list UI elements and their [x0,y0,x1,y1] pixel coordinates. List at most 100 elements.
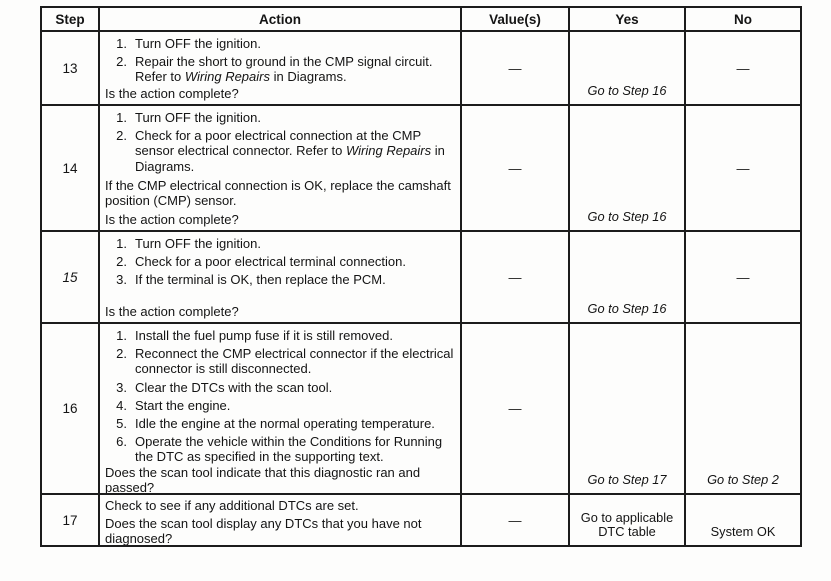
table-row-step-14: 14 1. Turn OFF the ignition. 2. Check for … [42,106,800,232]
action-item-number: 5. [116,416,127,432]
no-cell: System OK [686,495,800,545]
action-cell: 1. Turn OFF the ignition. 2. Check for a p… [100,232,462,322]
no-goto-text: Go to Step 2 [707,472,779,488]
step-cell: 16 [42,324,100,493]
no-cell: — [686,106,800,230]
action-item-text: Check for a poor electrical connection a… [135,128,445,174]
action-item-number: 1. [116,110,127,125]
action-item-text: Clear the DTCs with the scan tool. [135,379,333,395]
no-dash: — [736,269,750,285]
no-cell: — [686,32,800,104]
value-cell: — [462,495,570,545]
action-item-number: 1. [116,236,127,251]
action-list-item: 2. Check for a poor electrical connection… [105,128,455,174]
action-item-number: 1. [116,36,127,51]
col-header-step: Step [42,8,100,30]
diagnostic-table: Step Action Value(s) Yes No 13 1. Turn OF… [40,6,802,547]
action-item-text: Check for a poor electrical terminal con… [135,254,406,270]
wiring-repairs-ref: Wiring Repairs [184,69,270,85]
action-list-item: 4. Start the engine. [105,398,455,413]
no-result-text: System OK [710,524,776,540]
no-dash: — [736,60,750,76]
col-header-yes: Yes [570,8,686,30]
step-cell: 17 [42,495,100,545]
step-number: 17 [62,512,78,528]
action-cell: 1. Turn OFF the ignition. 2. Repair the sh… [100,32,462,104]
value-dash: — [508,512,522,528]
col-header-action: Action [100,8,462,30]
table-row-step-17: 17 Check to see if any additional DTCs a… [42,495,800,545]
wiring-repairs-ref: Wiring Repairs [346,143,432,159]
no-cell: Go to Step 2 [686,324,800,493]
step-cell: 15 [42,232,100,322]
action-list-item: 5. Idle the engine at the normal operatin… [105,416,455,431]
value-dash: — [508,401,522,416]
col-header-step-label: Step [55,11,85,27]
yes-cell: Go to Step 16 [570,232,686,322]
action-item-text: Install the fuel pump fuse if it is stil… [135,328,393,343]
action-list-item: 1. Turn OFF the ignition. [105,110,455,125]
action-list-item: 1. Install the fuel pump fuse if it is st… [105,328,455,343]
action-cell: Check to see if any additional DTCs are … [100,495,462,545]
action-item-text: Turn OFF the ignition. [135,236,261,251]
yes-cell: Go to Step 17 [570,324,686,493]
yes-goto-text: Go to Step 17 [587,472,667,488]
yes-result-text: Go to applicable DTC table [580,509,674,540]
action-item-number: 1. [116,328,127,343]
value-dash: — [508,160,522,176]
action-list-item: 2. Reconnect the CMP electrical connector… [105,346,455,376]
action-item-text: Turn OFF the ignition. [135,36,261,51]
action-item-number: 3. [116,272,127,288]
action-item-text: Repair the short to ground in the CMP si… [135,54,433,85]
table-row-step-13: 13 1. Turn OFF the ignition. 2. Repair the… [42,32,800,106]
yes-goto-text: Go to Step 16 [587,83,667,99]
yes-cell: Go to Step 16 [570,106,686,230]
action-cell: 1. Install the fuel pump fuse if it is st… [100,324,462,493]
col-header-values-label: Value(s) [489,11,541,27]
action-note: If the CMP electrical connection is OK, … [105,177,451,209]
action-list-item: 1. Turn OFF the ignition. [105,36,455,51]
yes-cell: Go to applicable DTC table [570,495,686,545]
action-item-number: 4. [116,397,127,413]
table-header-row: Step Action Value(s) Yes No [42,8,800,32]
col-header-action-label: Action [259,11,301,27]
action-question: Does the scan tool indicate that this di… [105,464,421,493]
action-cell: 1. Turn OFF the ignition. 2. Check for a p… [100,106,462,230]
action-item-number: 3. [116,379,127,395]
col-header-values: Value(s) [462,8,570,30]
no-dash: — [736,160,750,176]
yes-goto-text: Go to Step 16 [587,209,667,225]
action-item-number: 2. [116,346,127,362]
action-item-text: Start the engine. [135,397,231,413]
action-note: Check to see if any additional DTCs are … [105,498,359,513]
action-item-number: 2. [116,128,127,144]
action-list-item: 6. Operate the vehicle within the Conditi… [105,434,455,464]
action-question: Is the action complete? [105,211,239,227]
value-cell: — [462,232,570,322]
action-list-item: 3. Clear the DTCs with the scan tool. [105,380,455,395]
yes-goto-text: Go to Step 16 [587,301,667,317]
step-number: 16 [62,401,78,416]
col-header-no-label: No [734,11,752,27]
action-question: Is the action complete? [105,85,239,101]
step-cell: 14 [42,106,100,230]
value-cell: — [462,32,570,104]
yes-cell: Go to Step 16 [570,32,686,104]
value-cell: — [462,324,570,493]
table-row-step-16: 16 1. Install the fuel pump fuse if it is… [42,324,800,495]
step-number: 14 [62,160,78,176]
table-row-step-15: 15 1. Turn OFF the ignition. 2. Check for … [42,232,800,324]
action-item-number: 6. [116,434,127,450]
no-cell: — [686,232,800,322]
action-list-item: 1. Turn OFF the ignition. [105,236,455,251]
action-question: Does the scan tool display any DTCs that… [105,516,422,545]
step-cell: 13 [42,32,100,104]
action-item-number: 2. [116,254,127,270]
action-item-text: Reconnect the CMP electrical connector i… [135,346,454,377]
action-list-item: 2. Repair the short to ground in the CMP … [105,54,455,84]
step-number: 15 [62,269,78,285]
action-question: Is the action complete? [105,303,239,319]
action-list-item: 3. If the terminal is OK, then replace th… [105,272,455,287]
action-item-text: If the terminal is OK, then replace the … [135,272,386,288]
step-number: 13 [62,60,78,76]
